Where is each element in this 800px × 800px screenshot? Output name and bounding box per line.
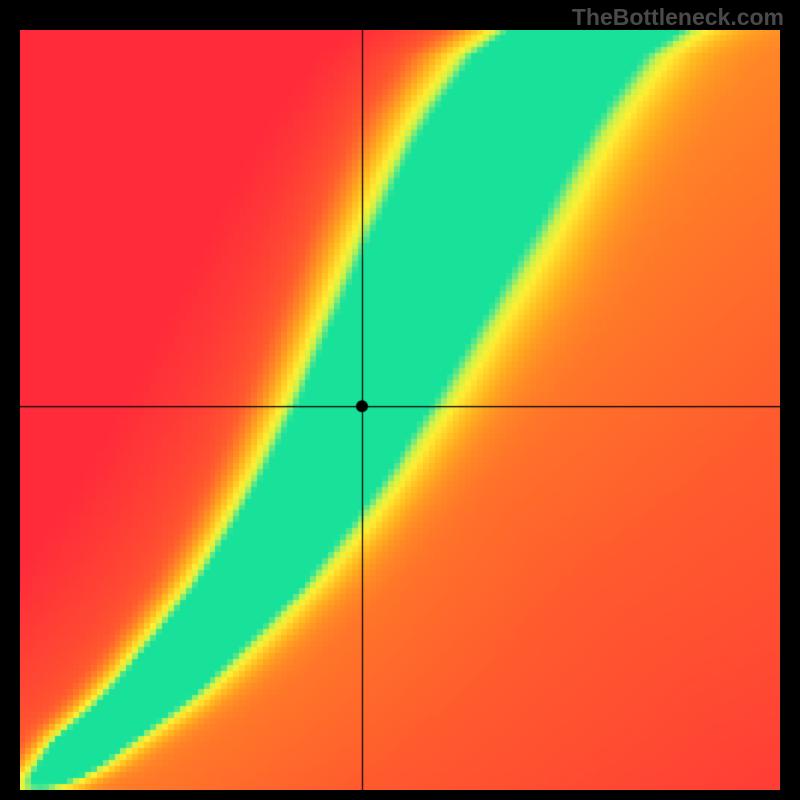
bottleneck-heatmap bbox=[20, 30, 780, 790]
chart-container: TheBottleneck.com bbox=[0, 0, 800, 800]
watermark-text: TheBottleneck.com bbox=[572, 4, 784, 31]
